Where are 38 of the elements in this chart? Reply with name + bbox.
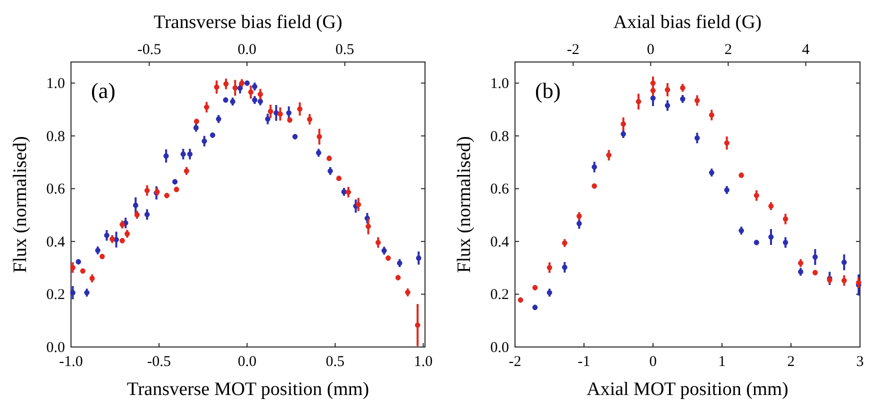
x-tick-label: 0 [649,354,657,370]
x2-axis-title: Transverse bias field (G) [154,12,342,33]
x-tick-label: 2 [787,354,795,370]
x-tick-label: -1.0 [59,354,83,370]
x-tick-label: 0.0 [238,354,256,370]
x2-tick-label: -0.5 [137,42,162,58]
x2-tick-label: 0.0 [238,42,256,58]
text: (a) [91,78,116,103]
y-tick-label: 0.8 [490,128,509,145]
x2-tick-label: 0 [646,42,654,58]
y-tick-label: 0.0 [490,340,509,356]
y-tick-label: 0.4 [490,234,510,250]
x-tick-label: 1 [718,354,726,370]
x2-tick-label: -2 [566,42,580,58]
x-tick-label: -1 [578,354,590,370]
y-tick-label: 0.8 [46,128,65,145]
y-axis-title: Flux (normalised) [10,136,31,273]
y-tick-label: 1.0 [46,76,65,92]
x-tick-label: 1.0 [414,354,433,370]
x2-tick-label: 2 [724,42,732,58]
x-tick-label: -2 [508,354,522,370]
x-axis-title: Axial MOT position (mm) [586,379,788,400]
x2-tick-label: 4 [802,42,810,58]
y-tick-label: 0.2 [46,287,65,304]
x-tick-label: 3 [856,354,864,370]
x2-tick-label: 0.5 [335,42,354,58]
x-axis-title: Transverse MOT position (mm) [126,379,370,400]
y-tick-label: 0.4 [46,234,66,250]
y-tick-label: 0.2 [490,287,509,304]
y-axis-title: Flux (normalised) [454,136,475,273]
y-tick-label: 0.0 [46,340,65,356]
x-tick-label: -0.5 [147,354,171,370]
y-tick-label: 1.0 [490,76,509,92]
text: (b) [535,78,561,103]
y-tick-label: 0.6 [46,182,66,198]
x-tick-label: 0.5 [326,354,345,370]
y-tick-label: 0.6 [490,182,510,198]
x2-axis-title: Axial bias field (G) [613,12,762,33]
